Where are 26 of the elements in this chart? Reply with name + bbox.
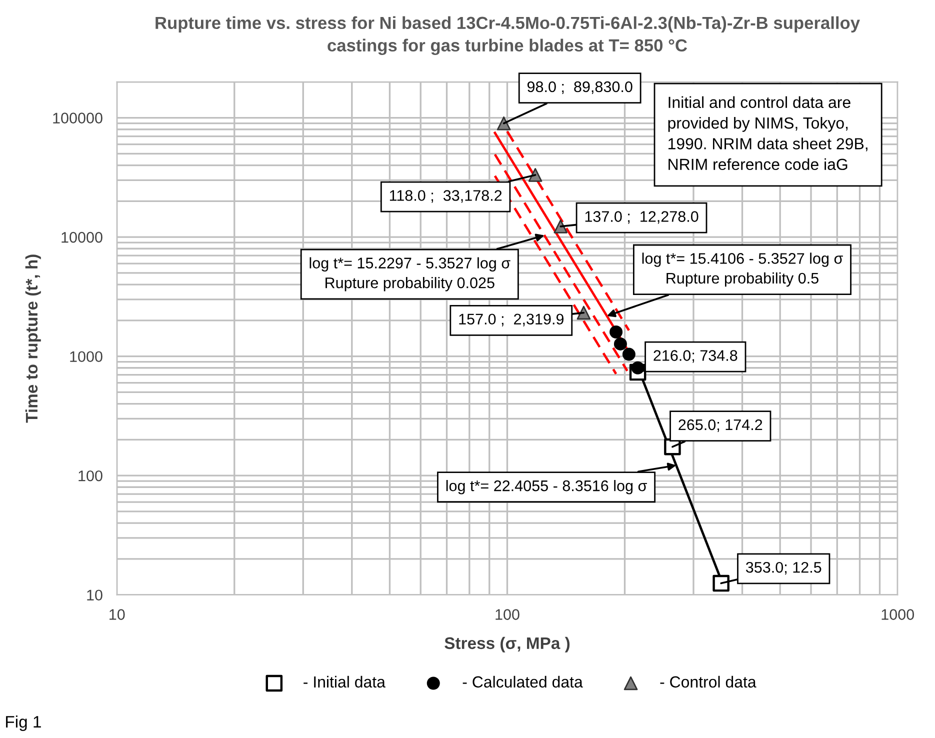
legend-label: - Calculated data	[462, 676, 583, 688]
chart-title: Rupture time vs. stress for Ni based 13Cr-4.5Mo-0.75Ti-6Al-2.3(Nb-Ta)-Zr-B superalloy castings for gas turbine blades at T= 850 °C	[156, 16, 860, 56]
y-tick-label: 100	[78, 470, 102, 482]
annotation: log t*= 15.4106 - 5.3527 log σ Rupture probability 0.5	[642, 252, 843, 287]
x-tick-label: 1000	[882, 609, 914, 620]
x-axis-title: Stress (σ, MPa )	[444, 636, 570, 652]
caption: Fig 1	[6, 715, 41, 732]
annotation: 265.0; 174.2	[678, 419, 762, 432]
legend-label: - Initial data	[304, 676, 386, 688]
legend-label: - Control data	[660, 676, 756, 688]
annotation: log t*= 15.2297 - 5.3527 log σ Rupture probability 0.025	[310, 257, 510, 292]
annotation: 98.0 ; 89,830.0	[527, 81, 632, 94]
annotation: 137.0 ; 12,278.0	[585, 211, 698, 224]
annotation: Initial and control data are provided by NIMS, Tokyo, 1990. NRIM data sheet 29B, NRIM reference code iaG	[668, 96, 868, 170]
y-tick-label: 10	[87, 590, 102, 601]
annotation: 353.0; 12.5	[746, 562, 822, 575]
x-tick-label: 10	[110, 609, 125, 620]
annotation: 216.0; 734.8	[654, 350, 738, 363]
annotation: 157.0 ; 2,319.9	[459, 314, 564, 326]
y-tick-label: 100000	[53, 112, 102, 124]
x-tick-label: 100	[496, 609, 520, 620]
annotation: log t*= 22.4055 - 8.3516 log σ	[446, 480, 647, 494]
y-axis-title: Time to rupture (t*, h)	[25, 254, 41, 423]
annotation: 118.0 ; 33,178.2	[390, 190, 502, 203]
y-tick-label: 10000	[62, 232, 102, 243]
y-tick-label: 1000	[70, 351, 102, 362]
